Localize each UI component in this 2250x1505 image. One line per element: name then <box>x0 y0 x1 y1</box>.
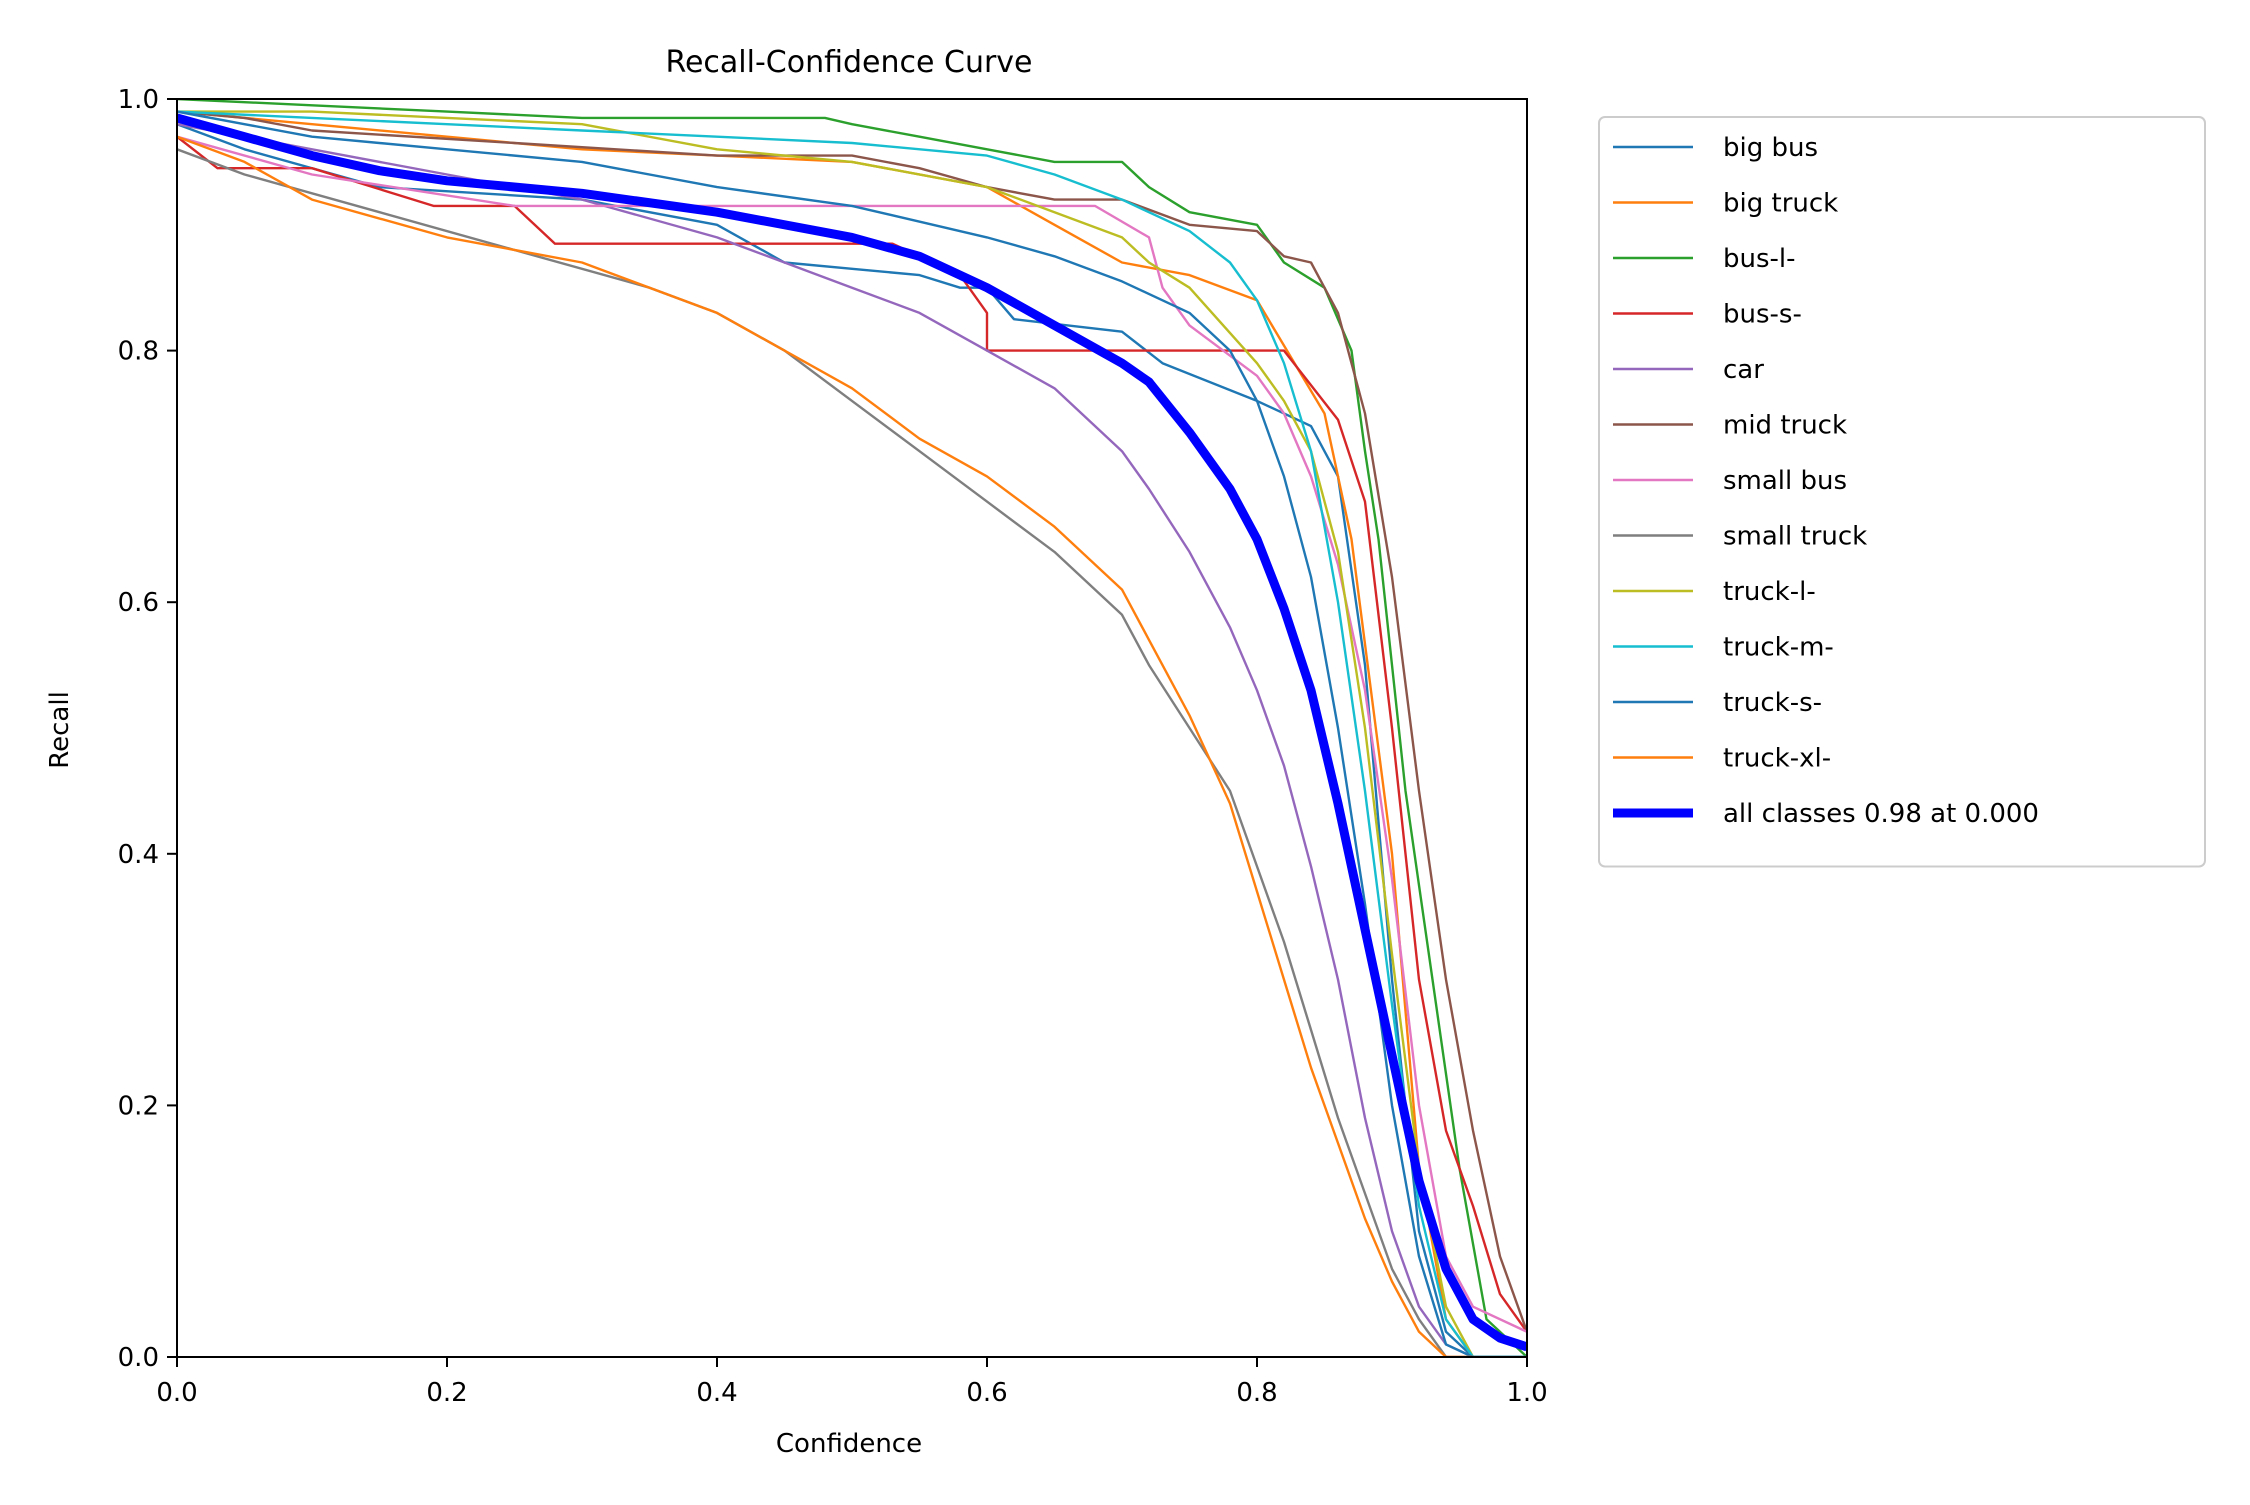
legend-entry: bus-l- <box>1723 244 1796 274</box>
series-line-bus-l- <box>177 99 1527 1357</box>
y-axis-label: Recall <box>45 691 75 769</box>
legend-entry: car <box>1723 355 1764 385</box>
series-line-small-bus <box>177 135 1527 1333</box>
y-tick-label: 0.8 <box>118 337 159 367</box>
legend-entry: truck-m- <box>1723 633 1834 663</box>
legend-entry: small bus <box>1723 466 1847 496</box>
y-tick-label: 1.0 <box>118 85 159 115</box>
axes-frame <box>176 98 1528 1358</box>
series-line-truck-xl- <box>177 135 1473 1357</box>
x-tick-label: 0.8 <box>1236 1378 1277 1408</box>
x-axis-label: Confidence <box>776 1429 922 1459</box>
series-line-car <box>177 123 1527 1357</box>
y-tick-label: 0.0 <box>118 1343 159 1373</box>
plot-area: 0.0 0.0 0.2 0.2 0.4 0.4 0.6 0.6 0.8 0.8 1.0 1.0 <box>118 85 1548 1408</box>
x-tick-label: 0.6 <box>966 1378 1007 1408</box>
legend-box <box>1598 116 2206 868</box>
x-tick-label: 0.0 <box>156 1378 197 1408</box>
legend-entry: big truck <box>1723 189 1838 219</box>
x-tick-label: 0.2 <box>426 1378 467 1408</box>
legend-entry: mid truck <box>1723 411 1847 441</box>
y-tick-label: 0.6 <box>118 588 159 618</box>
series-line-all-classes-0-98-at-0-000 <box>177 113 1527 1352</box>
legend-entry: bus-s- <box>1723 300 1802 330</box>
legend-entry: truck-xl- <box>1723 744 1831 774</box>
y-tick-label: 0.2 <box>118 1091 159 1121</box>
series-lines <box>177 99 1527 1357</box>
legend-entry: truck-l- <box>1723 577 1816 607</box>
legend-entry: big bus <box>1723 133 1818 163</box>
legend-entry: truck-s- <box>1723 688 1822 718</box>
legend-entry: small truck <box>1723 522 1867 552</box>
x-tick-label: 0.4 <box>696 1378 737 1408</box>
y-tick-label: 0.4 <box>118 840 159 870</box>
series-line-bus-s- <box>177 135 1527 1333</box>
legend: big bus big truck bus-l-bus-s-car mid truck… <box>1598 116 2206 868</box>
legend-entry: all classes 0.98 at 0.000 <box>1723 799 2039 829</box>
series-line-small-truck <box>177 148 1473 1357</box>
series-line-truck-s- <box>177 110 1527 1357</box>
x-tick-label: 1.0 <box>1506 1378 1547 1408</box>
chart-title: Recall-Confidence Curve <box>665 45 1032 80</box>
series-line-mid-truck <box>177 110 1527 1333</box>
